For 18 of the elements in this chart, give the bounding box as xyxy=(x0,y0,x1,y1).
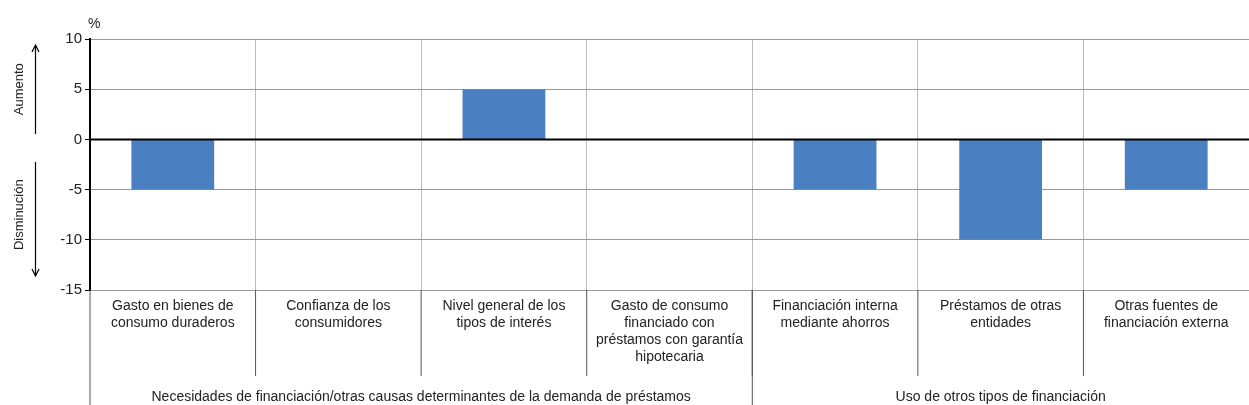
y-tick-label: -5 xyxy=(68,179,82,197)
y-tick-label: -15 xyxy=(60,280,82,298)
y-tick-label: 5 xyxy=(73,79,82,97)
text: Necesidades de financiación/otras causas determinantes de la demanda de préstamos xyxy=(151,387,691,404)
text: Disminución xyxy=(10,179,26,251)
y-tick-label: 10 xyxy=(65,29,82,47)
x-tick-label: Gasto de consumo financiado con préstamos con garantía hipotecaria xyxy=(595,296,744,364)
x-tick-label: Préstamos de otras entidades xyxy=(939,296,1062,330)
x-tick-label: Gasto en bienes de consumo duraderos xyxy=(110,296,235,330)
y-axis-title: % xyxy=(88,14,101,31)
x-tick-label: Confianza de los consumidores xyxy=(286,296,391,330)
x-tick-label: Nivel general de los tipos de interés xyxy=(442,296,566,330)
text: Uso de otros tipos de financiación xyxy=(895,387,1106,404)
x-tick-label: Financiación interna mediante ahorros xyxy=(772,296,898,330)
y-tick-label: -10 xyxy=(60,229,82,247)
x-tick-label: Otras fuentes de financiación externa xyxy=(1103,296,1229,330)
y-tick-label: 0 xyxy=(73,129,82,147)
text: Aumento xyxy=(10,63,26,116)
